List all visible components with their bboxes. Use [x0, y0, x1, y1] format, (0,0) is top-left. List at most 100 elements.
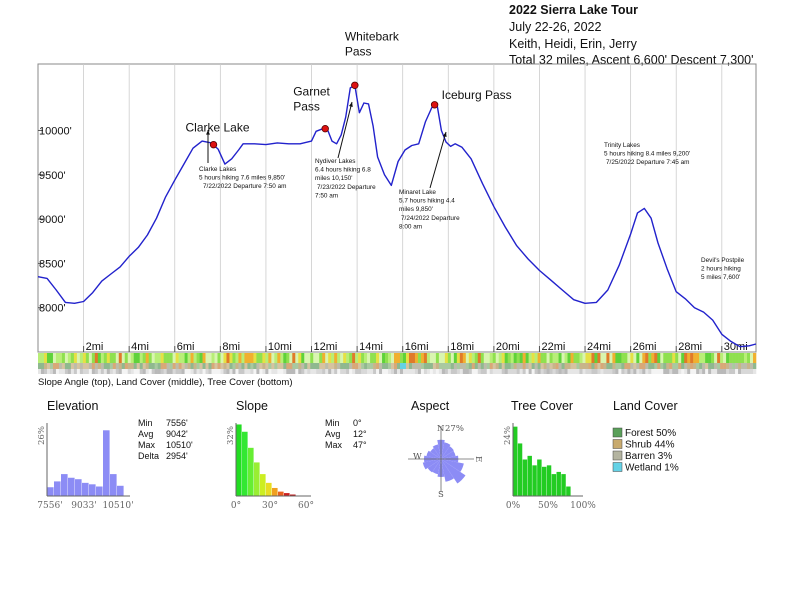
slope-strip-cell: [663, 353, 667, 363]
land-strip-cell: [708, 363, 712, 369]
land-strip-cell: [687, 363, 691, 369]
slope-strip-cell: [744, 353, 748, 363]
tree-strip-cell: [70, 369, 75, 374]
tree-cover-histogram: Tree Cover 24% 0% 50% 100%: [503, 399, 596, 511]
slope-strip-cell: [217, 353, 221, 363]
trip-note-line: 7/24/2022 Departure: [401, 215, 460, 222]
stat-name: Avg: [325, 429, 340, 439]
tree-strip-cell: [334, 369, 338, 374]
land-strip-cell: [408, 363, 413, 369]
land-strip-cell: [621, 363, 625, 369]
slope-strip-cell: [82, 353, 87, 363]
land-strip-cell: [106, 363, 111, 369]
tree-strip-cell: [417, 369, 422, 374]
tree-strip-cell: [367, 369, 371, 374]
tree-strip-cell: [480, 369, 485, 374]
slope-strip-cell: [226, 353, 230, 363]
land-strip-cell: [154, 363, 158, 369]
slope-strip-cell: [112, 353, 117, 363]
slope-strip-cell: [196, 353, 200, 363]
land-strip-cell: [97, 363, 102, 369]
slope-strip-cell: [73, 353, 78, 363]
tree-strip-cell: [525, 369, 529, 374]
slope-strip-cell: [732, 353, 736, 363]
land-strip-cell: [109, 363, 114, 369]
land-strip-cell: [588, 363, 592, 369]
tree-strip-cell: [555, 369, 559, 374]
histogram-bar: [566, 486, 571, 496]
tree-strip-cell: [414, 369, 419, 374]
rose-axis-label: 27%: [445, 424, 464, 434]
stat-value: 7556': [166, 418, 188, 428]
land-strip-cell: [426, 363, 431, 369]
land-strip-cell: [591, 363, 595, 369]
trip-note-line: Minaret Lake: [399, 189, 436, 196]
slope-strip-cell: [525, 353, 529, 363]
land-strip-cell: [334, 363, 338, 369]
tree-strip-cell: [127, 369, 132, 374]
land-strip-cell: [720, 363, 724, 369]
slope-strip-cell: [376, 353, 380, 363]
slope-strip-cell: [453, 353, 458, 363]
land-strip-cell: [133, 363, 138, 369]
tree-strip-cell: [579, 369, 583, 374]
slope-strip-cell: [630, 353, 634, 363]
land-strip-cell: [358, 363, 362, 369]
slope-strip-cell: [537, 353, 541, 363]
land-strip-cell: [226, 363, 230, 369]
tree-strip-cell: [289, 369, 293, 374]
land-strip-cell: [232, 363, 236, 369]
slope-strip-cell: [462, 353, 467, 363]
tree-strip-cell: [361, 369, 365, 374]
slope-strip-cell: [58, 353, 63, 363]
land-strip-cell: [540, 363, 544, 369]
tree-strip-cell: [402, 369, 407, 374]
aspect-sector: [426, 450, 441, 459]
land-strip-cell: [516, 363, 520, 369]
slope-strip-cell: [64, 353, 69, 363]
land-strip-cell: [570, 363, 574, 369]
slope-strip-cell: [229, 353, 233, 363]
tree-strip-cell: [46, 369, 51, 374]
land-strip-cell: [82, 363, 87, 369]
slope-strip-cell: [429, 353, 434, 363]
slope-strip-cell: [702, 353, 706, 363]
slope-strip-cell: [289, 353, 293, 363]
slope-strip-cell: [672, 353, 676, 363]
tree-strip-cell: [600, 369, 604, 374]
land-strip-cell: [103, 363, 108, 369]
tree-strip-cell: [435, 369, 440, 374]
slope-strip-cell: [669, 353, 673, 363]
slope-strip-cell: [208, 353, 212, 363]
slope-strip-cell: [441, 353, 446, 363]
stat-value: 2954': [166, 451, 188, 461]
tour-dates: July 22-26, 2022: [509, 20, 602, 34]
land-strip-cell: [337, 363, 341, 369]
tree-strip-cell: [109, 369, 114, 374]
land-strip-cell: [325, 363, 329, 369]
slope-strip-cell: [690, 353, 694, 363]
land-strip-cell: [76, 363, 81, 369]
tree-strip-cell: [513, 369, 517, 374]
tree-strip-cell: [492, 369, 497, 374]
histogram-bar: [47, 487, 54, 496]
histogram-tick-label: 10510': [102, 501, 133, 511]
land-strip-cell: [175, 363, 179, 369]
tree-strip-cell: [61, 369, 66, 374]
land-strip-cell: [274, 363, 278, 369]
tree-strip-cell: [597, 369, 601, 374]
histogram-bar: [236, 424, 242, 496]
land-strip-cell: [262, 363, 266, 369]
tree-strip-cell: [115, 369, 120, 374]
histogram-bar: [103, 430, 110, 496]
histogram-tick-label: 100%: [570, 501, 596, 511]
land-strip-cell: [438, 363, 443, 369]
slope-strip-cell: [130, 353, 135, 363]
slope-strip-cell: [750, 353, 754, 363]
tree-strip-cell: [157, 369, 161, 374]
slope-strip-cell: [660, 353, 664, 363]
land-strip-cell: [145, 363, 149, 369]
tree-strip-cell: [657, 369, 661, 374]
slope-strip-cell: [693, 353, 697, 363]
slope-strip-cell: [232, 353, 236, 363]
